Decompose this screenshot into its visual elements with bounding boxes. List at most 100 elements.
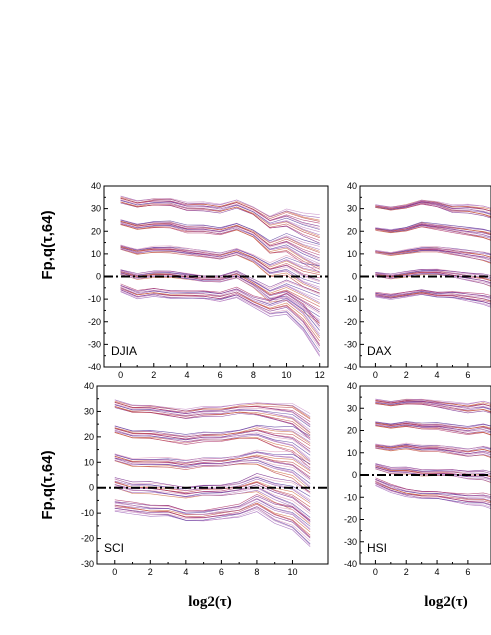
series-line [114, 481, 311, 508]
series-line [375, 421, 491, 427]
x-tick-label: 4 [183, 567, 188, 577]
series-line [120, 219, 320, 245]
y-tick-label: 40 [347, 181, 357, 191]
series-line [114, 484, 311, 518]
x-tick-label: 4 [184, 370, 189, 380]
x-tick-label: 8 [254, 567, 259, 577]
x-tick-label: 0 [373, 370, 378, 380]
series-line [120, 245, 320, 266]
series-line [120, 245, 320, 272]
y-tick-label: 0 [352, 470, 357, 480]
y-tick-label: 10 [91, 249, 101, 259]
series-line [375, 289, 491, 296]
series-line [114, 493, 311, 521]
series-line [375, 221, 491, 232]
series-line [375, 425, 491, 436]
x-axis-title-right: log2(τ) [424, 594, 468, 610]
y-tick-label: 30 [84, 406, 94, 416]
series-line [120, 273, 320, 321]
series-line [114, 432, 311, 469]
y-tick-label: -20 [81, 534, 94, 544]
x-tick-label: 0 [112, 567, 117, 577]
y-tick-label: -30 [81, 559, 94, 569]
series-line [114, 509, 311, 546]
y-tick-label: -40 [88, 362, 101, 372]
series-line [375, 442, 491, 450]
panel-hsi: -40 -30 -20 -10 0 10 20 30 40 0 2 4 6 HSI [344, 381, 491, 577]
series-line [114, 427, 311, 450]
series-line [120, 289, 320, 347]
panel-label: DJIA [111, 344, 137, 358]
series-line [120, 269, 320, 294]
y-tick-label: -20 [344, 515, 357, 525]
series-line [375, 199, 491, 212]
series-line [114, 498, 311, 527]
y-tick-label: -10 [81, 508, 94, 518]
x-tick-label: 2 [404, 567, 409, 577]
y-tick-label: 0 [96, 272, 101, 282]
series-line [375, 248, 491, 261]
x-tick-label: 4 [435, 567, 440, 577]
series-line [375, 268, 491, 278]
series-line [114, 460, 311, 494]
series-line [120, 249, 320, 291]
y-tick-label: 20 [91, 226, 101, 236]
series-line [375, 223, 491, 232]
series-line [375, 401, 491, 411]
y-tick-label: -10 [344, 492, 357, 502]
panel-djia: -40 -30 -20 -10 0 10 20 30 40 0 2 4 6 8 10 12 DJIA [88, 181, 329, 380]
y-tick-label: 10 [84, 457, 94, 467]
y-tick-label: 20 [84, 432, 94, 442]
series-line [375, 246, 491, 254]
series-line [375, 463, 491, 473]
y-tick-label: 20 [347, 426, 357, 436]
y-tick-label: -30 [344, 537, 357, 547]
series-line [114, 425, 311, 443]
series-line [375, 292, 491, 305]
series-line [120, 201, 320, 238]
series-line [375, 483, 491, 506]
y-tick-label: 0 [89, 483, 94, 493]
series-line [114, 498, 311, 529]
y-tick-label: 40 [347, 381, 357, 391]
y-tick-label: -20 [88, 317, 101, 327]
y-tick-label: -30 [344, 339, 357, 349]
y-tick-label: 30 [347, 403, 357, 413]
x-tick-label: 10 [282, 370, 292, 380]
series-line [375, 399, 491, 407]
y-tick-label: -40 [344, 559, 357, 569]
y-tick-label: -10 [88, 294, 101, 304]
series-line [375, 464, 491, 474]
series-line [375, 268, 491, 276]
panel-label: HSI [367, 541, 387, 555]
series-line [375, 398, 491, 404]
series-line [120, 219, 320, 250]
x-tick-label: 6 [465, 370, 470, 380]
series-line [114, 501, 311, 530]
series-line [114, 473, 311, 493]
series-line [375, 199, 491, 209]
series-lines [114, 399, 311, 547]
series-line [375, 291, 491, 300]
series-line [114, 458, 311, 487]
series-line [375, 289, 491, 298]
series-line [120, 245, 320, 265]
panel-sci: -30 -20 -10 0 10 20 30 40 0 2 4 6 8 10 SCI [81, 381, 329, 577]
x-tick-label: 2 [404, 370, 409, 380]
y-tick-label: 30 [347, 204, 357, 214]
y-tick-label: 10 [347, 448, 357, 458]
y-tick-label: 20 [347, 226, 357, 236]
x-tick-label: 6 [218, 370, 223, 380]
panel-label: DAX [367, 344, 392, 358]
x-tick-label: 2 [148, 567, 153, 577]
y-tick-label: -30 [88, 339, 101, 349]
series-line [114, 451, 311, 465]
x-tick-label: 0 [373, 567, 378, 577]
series-line [114, 495, 311, 522]
series-lines [375, 199, 491, 308]
series-lines [120, 195, 320, 357]
x-tick-label: 0 [118, 370, 123, 380]
x-tick-label: 8 [251, 370, 256, 380]
series-line [114, 484, 311, 512]
series-line [114, 487, 311, 522]
